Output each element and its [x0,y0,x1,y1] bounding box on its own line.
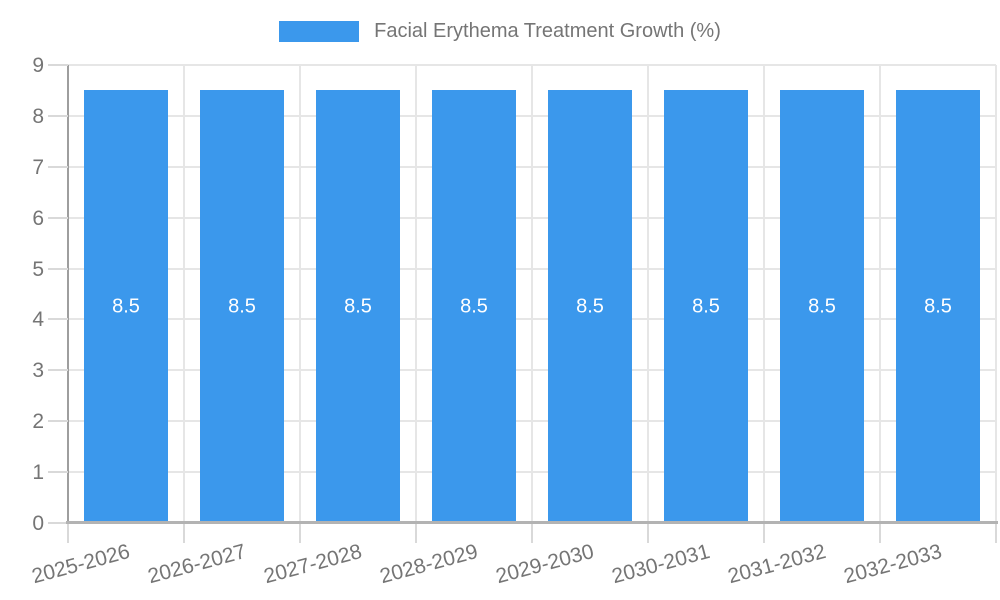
x-axis-line [66,521,998,524]
y-axis-tick [48,216,68,219]
gridline-vertical [531,65,533,523]
y-tick-label: 9 [32,54,44,77]
x-axis-tick [67,523,69,543]
bar[interactable]: 8.5 [780,90,864,523]
gridline-vertical [763,65,765,523]
bar[interactable]: 8.5 [200,90,284,523]
x-axis-tick [415,523,417,543]
y-tick-label: 7 [32,155,44,179]
x-tick-label: 2029-2030 [492,540,596,589]
y-tick-label: 2 [32,410,44,434]
y-tick-label: 5 [32,257,44,281]
bar[interactable]: 8.5 [896,90,980,523]
x-tick-label: 2031-2032 [724,540,828,589]
x-tick-label: 2032-2033 [840,540,944,589]
y-axis-line [67,65,69,523]
x-tick-label: 2027-2028 [260,540,364,589]
x-axis-tick [183,523,185,543]
y-axis-tick [48,114,68,117]
plot-area: 8.5 8.5 8.5 8.5 8.5 8.5 8.5 8.5 [48,64,998,543]
y-axis-tick [48,64,68,66]
bar-value-label: 8.5 [228,295,256,318]
bar-value-label: 8.5 [692,295,720,318]
x-axis-tick [647,523,649,543]
y-tick-label: 3 [32,359,44,383]
y-tick-label: 0 [32,512,44,535]
legend-swatch [279,21,360,42]
bar[interactable]: 8.5 [316,90,400,523]
x-axis-labels: 2025-2026 2026-2027 2027-2028 2028-2029 2029… [29,523,996,600]
y-tick-label: 4 [32,308,44,332]
x-axis-tick [763,523,765,543]
x-axis-tick [995,523,997,543]
y-axis-tick [48,267,68,270]
y-axis-tick [48,522,68,524]
bar-value-label: 8.5 [460,295,488,318]
y-tick-label: 1 [32,461,44,485]
y-tick-label: 6 [32,206,44,230]
bar-value-label: 8.5 [344,295,372,318]
bar[interactable]: 8.5 [84,90,168,523]
gridline-vertical [647,65,649,523]
x-tick-label: 2028-2029 [376,540,480,589]
gridline-vertical [879,65,881,523]
bar[interactable]: 8.5 [432,90,516,523]
y-axis-tick [48,165,68,168]
gridline-vertical [415,65,417,523]
chart-legend[interactable]: Facial Erythema Treatment Growth (%) [0,20,1000,43]
x-tick-label: 2030-2031 [608,540,712,589]
gridline-vertical [183,65,185,523]
x-axis-tick [299,523,301,543]
x-tick-label: 2025-2026 [28,540,132,589]
bar-value-label: 8.5 [576,295,604,318]
bar[interactable]: 8.5 [548,90,632,523]
y-axis-tick [48,471,68,474]
y-axis-tick [48,369,68,372]
bar[interactable]: 8.5 [664,90,748,523]
y-axis-tick [48,318,68,321]
bar-value-label: 8.5 [924,295,952,318]
bar-value-label: 8.5 [112,295,140,318]
bar-value-label: 8.5 [808,295,836,318]
y-axis-labels: 0 1 2 3 4 5 6 7 8 9 [0,55,46,534]
legend-label: Facial Erythema Treatment Growth (%) [374,20,721,42]
x-axis-tick [879,523,881,543]
x-axis-tick [531,523,533,543]
y-tick-label: 8 [32,104,44,128]
x-tick-label: 2026-2027 [144,540,248,589]
y-axis-tick [48,420,68,423]
gridline-vertical [299,65,301,523]
gridline-vertical [995,65,997,523]
